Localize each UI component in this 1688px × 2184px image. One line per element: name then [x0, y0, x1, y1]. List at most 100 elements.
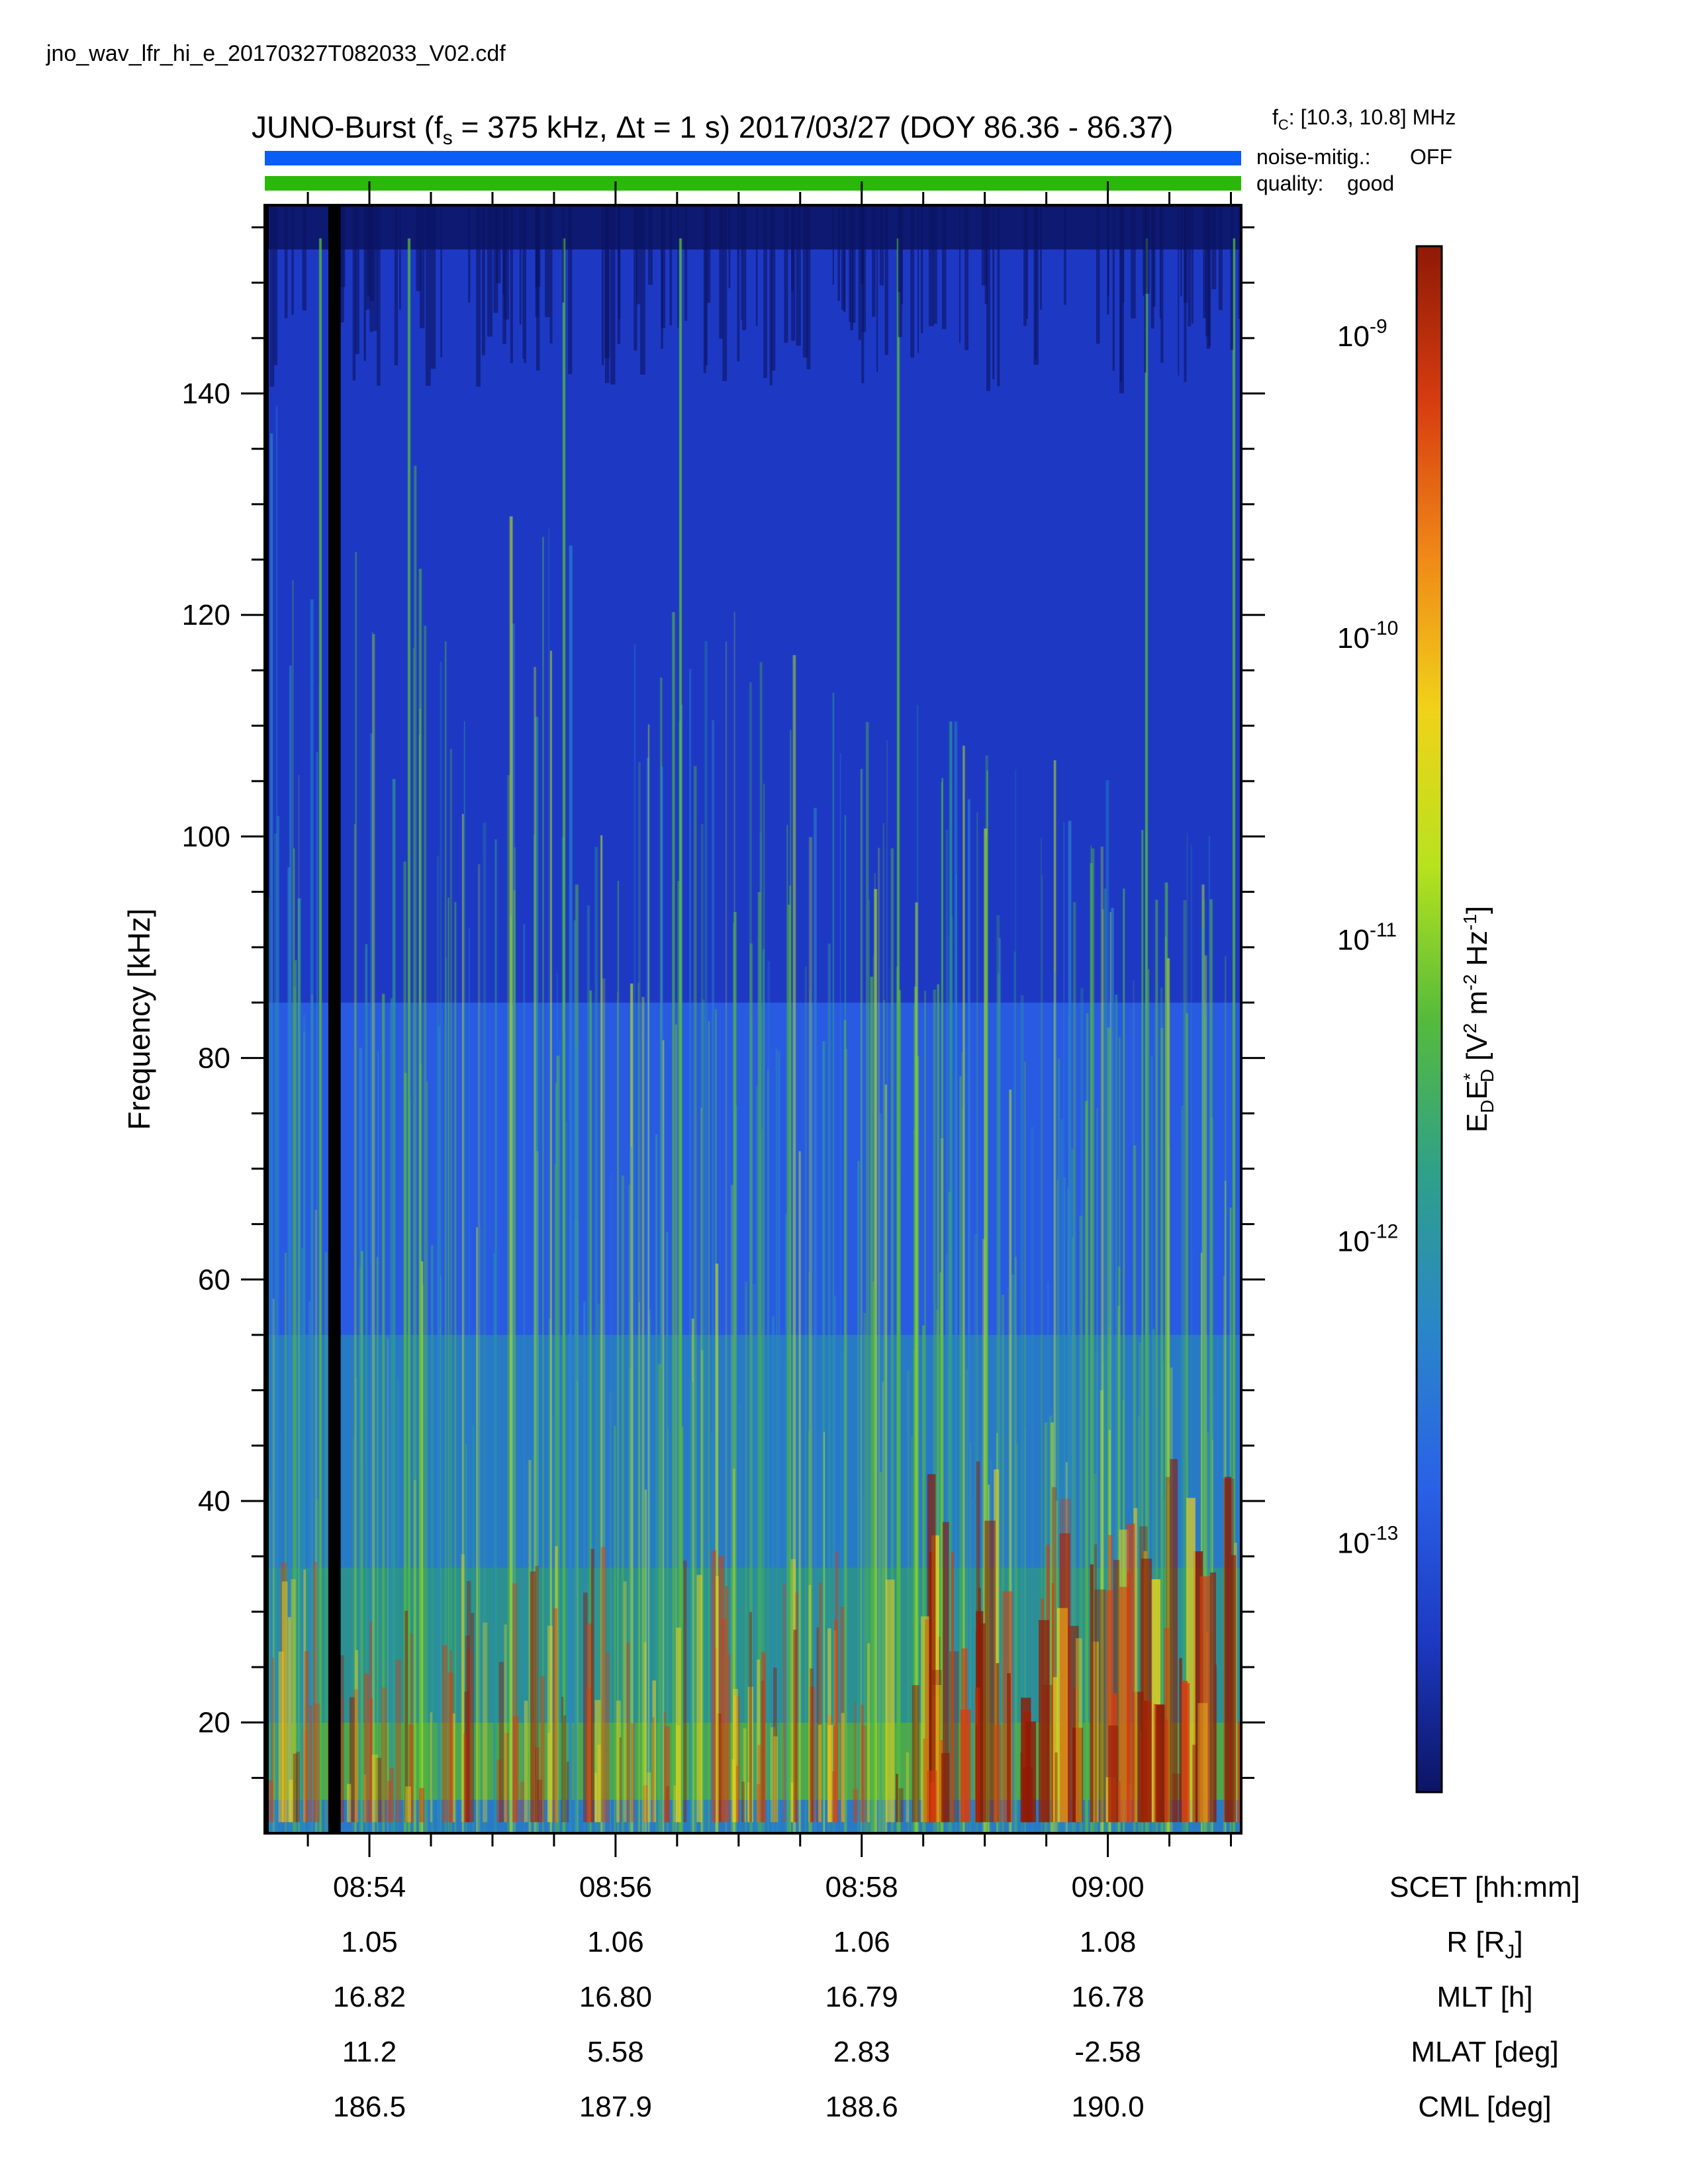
spectrogram-hotspot [389, 1768, 395, 1823]
spectrogram-noise [959, 205, 961, 343]
ephemeris-value: 5.58 [587, 2036, 644, 2068]
spectrogram-noise [933, 205, 937, 324]
spectrogram-stripe [845, 1049, 847, 1833]
spectrogram-hotspot [741, 1782, 745, 1823]
spectrogram-hotspot [483, 1622, 488, 1823]
spectrogram-stripe [534, 666, 536, 1833]
spectrogram-hotspot [1051, 1487, 1056, 1823]
spectrogram-stripe [556, 1056, 560, 1833]
spectrogram-stripe [956, 873, 957, 1833]
spectrogram-noise [921, 205, 923, 334]
spectrogram-stripe [559, 1039, 561, 1833]
spectrogram-hotspot [1224, 1477, 1232, 1823]
spectrogram-hotspot [676, 1627, 681, 1823]
spectrogram-stripe [733, 912, 737, 1833]
spectrogram-stripe [483, 822, 487, 1833]
spectrogram-stripe [922, 1325, 925, 1833]
spectrogram-noise [1191, 205, 1194, 324]
spectrogram-stripe [1180, 1106, 1184, 1833]
spectrogram-hotspot [1127, 1524, 1135, 1823]
spectrogram-hotspot [287, 1617, 291, 1823]
fc-label: fC: [10.3, 10.8] MHz [1272, 105, 1456, 133]
spectrogram-stripe [1068, 1015, 1070, 1833]
spectrogram-stripe [629, 1146, 633, 1833]
spectrogram-noise [524, 205, 527, 363]
spectrogram-noise [618, 205, 621, 320]
spectrogram-hotspot [512, 1715, 519, 1823]
spectrogram-stripe [548, 1318, 551, 1833]
spectrogram-hotspot [1117, 1781, 1121, 1823]
spectrogram-hotspot [676, 1725, 681, 1823]
spectrogram-noise [510, 205, 513, 363]
spectrogram-hotspot [616, 1700, 621, 1823]
spectrogram-hotspot [496, 1759, 502, 1823]
spectrogram-stripe [808, 1430, 811, 1833]
spectrogram-hotspot [555, 1546, 558, 1823]
spectrogram-hotspot [520, 1782, 525, 1823]
spectrogram-noise [1112, 205, 1115, 371]
spectrogram-hotspot [355, 1650, 359, 1823]
spectrogram-stripe [648, 1309, 651, 1833]
spectrogram-hotspot [278, 1651, 284, 1823]
spectrogram-stripe [690, 1382, 694, 1833]
spectrogram-stripe [280, 1432, 282, 1833]
colorbar: 10-9 10-10 10-11 10-12 10-13 EDE*D [V2 m-2 H… [1337, 245, 1497, 1794]
ephemeris-value: 08:58 [825, 1871, 898, 1903]
spectrogram-stripe [1164, 882, 1168, 1833]
ephemeris-value: 1.05 [341, 1926, 398, 1958]
spectrogram-stripe [389, 1419, 393, 1833]
spectrogram-noise [1096, 205, 1100, 344]
spectrogram-stripe [481, 1226, 483, 1833]
spectrogram-noise [852, 205, 856, 323]
spectrogram-stripe [277, 815, 279, 1833]
spectrogram-stripe [862, 1496, 864, 1833]
spectrogram-noise [1203, 205, 1207, 318]
spectrogram-stripe [1141, 830, 1144, 1833]
spectrogram-stripe [303, 1031, 306, 1833]
spectrogram-noise [910, 205, 915, 358]
spectrogram-stripe [353, 824, 356, 1833]
spectrogram-noise [1206, 205, 1211, 349]
spectrogram-stripe [494, 839, 497, 1833]
spectrogram-hotspot [840, 1607, 845, 1823]
spectrogram-hotspot [524, 1700, 528, 1823]
spectrogram-hotspot [465, 1635, 470, 1823]
spectrogram-stripe [523, 924, 526, 1833]
y-tick-label: 60 [198, 1263, 230, 1296]
spectrogram-hotspot [375, 1758, 382, 1823]
spectrogram-hotspot [735, 1765, 739, 1823]
spectrogram-stripe [285, 1253, 287, 1833]
spectrogram-stripe [733, 1468, 735, 1833]
spectrogram-noise [703, 205, 706, 373]
spectrogram-hotspot [647, 1772, 651, 1823]
spectrogram-hotspot [536, 1779, 542, 1823]
spectrogram-noise [367, 205, 370, 296]
spectrogram-hotspot [841, 1713, 845, 1823]
spectrogram-noise [648, 205, 653, 285]
spectrogram-band [265, 205, 1241, 250]
spectrogram-hotspot [1072, 1727, 1083, 1823]
spectrogram-hotspot [724, 1586, 729, 1823]
spectrogram-stripe [645, 1489, 647, 1833]
spectrogram-hotspot [1192, 1745, 1197, 1823]
spectrogram-stripe [655, 1134, 657, 1833]
quality-label: quality: [1256, 171, 1323, 195]
spectrogram-hotspot [951, 1552, 954, 1823]
spectrogram-stripe [414, 465, 417, 1833]
spectrogram-stripe [814, 807, 817, 1833]
spectrogram-hotspot [534, 1747, 540, 1823]
spectrogram-stripe [1009, 1089, 1012, 1833]
spectrogram-hotspot [1108, 1725, 1119, 1823]
spectrogram-hotspot [898, 1788, 904, 1823]
spectrogram-stripe [512, 1007, 514, 1833]
spectrogram-noise [791, 205, 794, 291]
spectrogram-stripe [786, 825, 788, 1833]
spectrogram-stripe [772, 1316, 774, 1833]
spectrogram-hotspot [747, 1686, 754, 1823]
spectrogram-hotspot [1051, 1583, 1055, 1823]
spectrogram-noise [522, 205, 524, 359]
spectrogram-hotspot [296, 1751, 301, 1823]
spectrogram-noise [806, 205, 811, 369]
spectrogram-noise [796, 205, 801, 346]
spectrogram-hotspot [809, 1686, 816, 1823]
